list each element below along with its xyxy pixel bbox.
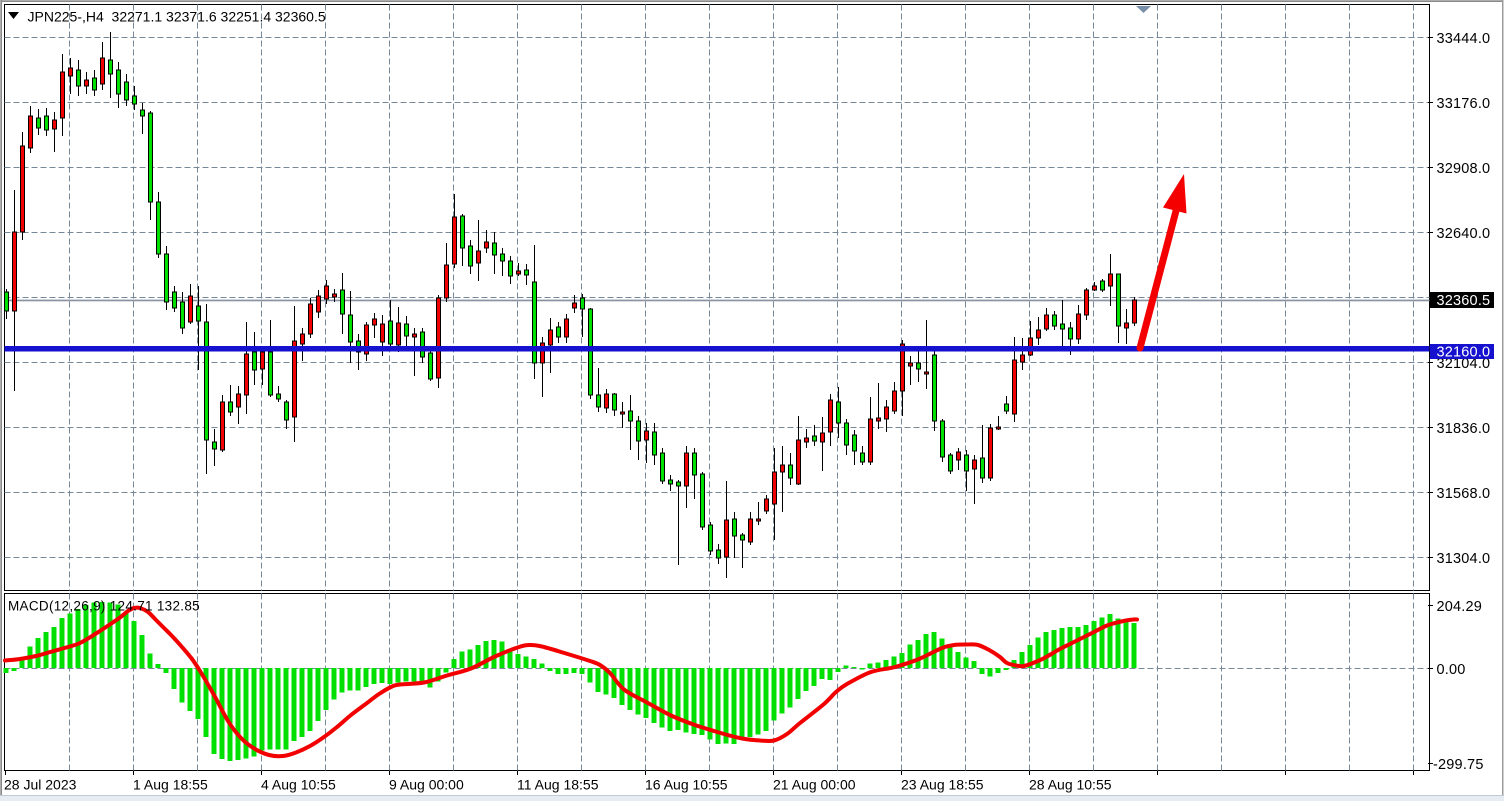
- svg-text:1 Aug 18:55: 1 Aug 18:55: [133, 777, 208, 793]
- svg-text:31568.0: 31568.0: [1437, 486, 1491, 502]
- svg-text:28 Jul 2023: 28 Jul 2023: [4, 777, 77, 793]
- svg-text:32640.0: 32640.0: [1437, 226, 1491, 242]
- svg-text:0.00: 0.00: [1437, 662, 1466, 678]
- svg-text:4 Aug 10:55: 4 Aug 10:55: [261, 777, 336, 793]
- svg-text:23 Aug 18:55: 23 Aug 18:55: [901, 777, 984, 793]
- svg-text:32360.5: 32360.5: [1437, 293, 1491, 309]
- svg-text:31836.0: 31836.0: [1437, 421, 1491, 437]
- svg-text:204.29: 204.29: [1437, 599, 1483, 615]
- svg-text:-299.75: -299.75: [1433, 757, 1484, 773]
- svg-text:33444.0: 33444.0: [1437, 31, 1491, 47]
- svg-text:21 Aug 00:00: 21 Aug 00:00: [773, 777, 856, 793]
- svg-text:16 Aug 10:55: 16 Aug 10:55: [645, 777, 728, 793]
- svg-text:32160.0: 32160.0: [1437, 345, 1491, 361]
- svg-text:32104.0: 32104.0: [1437, 356, 1491, 372]
- svg-text:28 Aug 10:55: 28 Aug 10:55: [1029, 777, 1112, 793]
- svg-text:MACD(12,26,9) 124.71 132.85: MACD(12,26,9) 124.71 132.85: [8, 599, 200, 614]
- svg-text:JPN225-,H4 32271.1 32371.6 32: JPN225-,H4 32271.1 32371.6 32251.4 32360…: [28, 9, 326, 25]
- svg-text:31304.0: 31304.0: [1437, 551, 1491, 567]
- svg-text:11 Aug 18:55: 11 Aug 18:55: [517, 777, 599, 793]
- svg-text:9 Aug 00:00: 9 Aug 00:00: [389, 777, 464, 793]
- svg-text:33176.0: 33176.0: [1437, 96, 1491, 112]
- svg-text:32908.0: 32908.0: [1437, 161, 1491, 177]
